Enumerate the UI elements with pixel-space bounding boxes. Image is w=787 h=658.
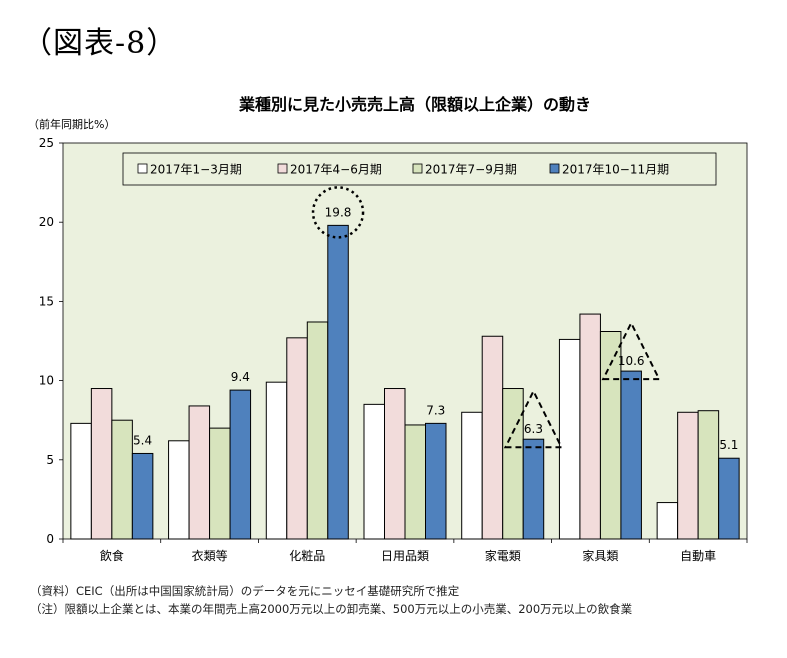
data-labels-layer: 5.4 9.4 19.8 7.3 6.3 10.6 5.1	[133, 186, 738, 452]
bar-飲食-2	[111, 419, 133, 540]
bar-化粧品-1	[286, 337, 308, 540]
y-tick-label: 25	[39, 136, 54, 150]
bar-家具類-3	[620, 370, 642, 540]
bar-家電類-3	[522, 438, 545, 540]
bar-化粧品-3	[327, 224, 349, 540]
legend-label-0: 2017年1−3月期	[150, 163, 242, 177]
definition-note: （注）限額以上企業とは、本業の年間売上高2000万元以上の卸売業、500万元以上…	[30, 602, 633, 616]
bar-飲食-3	[131, 452, 154, 540]
bar-衣類等-0	[168, 440, 190, 540]
x-tick-label-化粧品: 化粧品	[289, 549, 325, 563]
data-label-自動車: 5.1	[719, 438, 738, 452]
data-label-家具類: 10.6	[618, 354, 645, 368]
y-tick-label: 5	[46, 453, 54, 467]
data-label-家電類: 6.3	[524, 422, 543, 436]
legend-label-3: 2017年10−11月期	[562, 163, 669, 177]
bar-日用品類-1	[384, 388, 406, 540]
chart-title: 業種別に見た小売売上高（限額以上企業）の動き	[238, 95, 591, 114]
x-tick-label-日用品類: 日用品類	[381, 549, 429, 563]
legend-label-2: 2017年7−9月期	[425, 163, 517, 177]
y-tick-label: 0	[46, 532, 54, 546]
tick-labels-layer: 0 5 10 15 20 25 飲食 衣類等 化粧品 日用品類 家電類 家具類 自動車	[39, 136, 716, 563]
bar-日用品類-2	[404, 424, 426, 540]
bar-家電類-2	[502, 388, 524, 540]
bars-layer	[70, 224, 740, 540]
legend-swatch-2	[412, 163, 423, 174]
x-tick-label-家電類: 家電類	[485, 548, 521, 563]
bar-家具類-1	[579, 313, 601, 540]
bar-日用品類-3	[425, 422, 447, 540]
data-label-化粧品: 19.8	[325, 205, 352, 219]
bar-家電類-0	[461, 411, 483, 540]
y-tick-label: 20	[39, 215, 54, 229]
bar-衣類等-2	[209, 427, 231, 540]
bar-化粧品-2	[306, 321, 329, 540]
bar-日用品類-0	[363, 403, 385, 540]
bar-自動車-2	[697, 410, 720, 540]
bar-自動車-3	[718, 457, 740, 540]
bar-家具類-0	[558, 338, 581, 540]
y-tick-label: 15	[39, 294, 54, 308]
figure-label: （図表-8）	[22, 26, 178, 61]
data-label-衣類等: 9.4	[231, 370, 250, 384]
bar-自動車-0	[656, 502, 679, 540]
axes-layer	[59, 142, 748, 543]
data-label-日用品類: 7.3	[426, 403, 445, 417]
y-axis-label: （前年同期比%）	[28, 117, 115, 131]
legend-box	[122, 152, 717, 186]
x-tick-label-飲食: 飲食	[100, 548, 124, 563]
bar-化粧品-0	[265, 381, 288, 540]
y-tick-label: 10	[39, 374, 54, 388]
bar-飲食-1	[90, 388, 113, 540]
bar-家電類-1	[481, 335, 504, 540]
legend-swatch-3	[549, 163, 560, 174]
legend: 2017年1−3月期 2017年4−6月期 2017年7−9月期 2017年10−11…	[122, 152, 717, 186]
x-tick-label-家具類: 家具類	[582, 548, 618, 563]
bar-自動車-1	[677, 411, 699, 540]
highlight-circle-marker	[311, 186, 365, 239]
x-tick-label-衣類等: 衣類等	[192, 548, 228, 563]
bar-衣類等-3	[229, 389, 252, 540]
bar-衣類等-1	[188, 405, 211, 540]
legend-swatch-1	[277, 163, 288, 174]
data-label-飲食: 5.4	[133, 433, 152, 447]
x-tick-label-自動車: 自動車	[680, 549, 716, 563]
bar-飲食-0	[70, 422, 92, 540]
legend-swatch-0	[137, 163, 148, 174]
source-note: （資料）CEIC（出所は中国国家統計局）のデータを元にニッセイ基礎研究所で推定	[30, 584, 460, 598]
legend-label-1: 2017年4−6月期	[290, 163, 382, 177]
